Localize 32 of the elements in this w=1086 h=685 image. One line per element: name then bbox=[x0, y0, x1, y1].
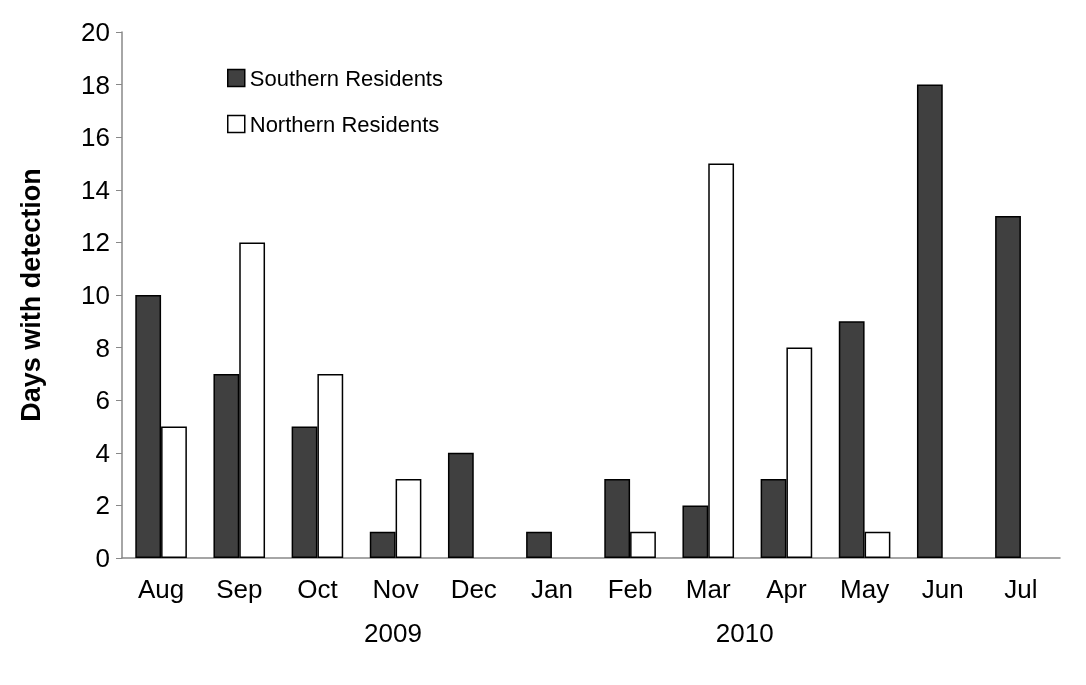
bar bbox=[447, 452, 474, 558]
bar bbox=[526, 531, 552, 558]
y-tick-label: 20 bbox=[81, 17, 110, 47]
bar bbox=[916, 84, 943, 558]
y-tick-label: 18 bbox=[81, 69, 110, 100]
x-tick-label: Jul bbox=[1004, 574, 1038, 604]
y-tick-label: 16 bbox=[81, 122, 110, 153]
y-tick-label: 0 bbox=[95, 543, 110, 573]
y-tick-label: 4 bbox=[95, 437, 110, 468]
bar bbox=[995, 216, 1021, 558]
x-tick-label: Apr bbox=[766, 574, 807, 604]
text: 2009 bbox=[364, 618, 422, 648]
x-tick-label: Dec bbox=[450, 574, 497, 604]
y-axis-title: Days with detection bbox=[15, 168, 46, 422]
x-tick-label: May bbox=[840, 574, 890, 604]
y-tick-label: 12 bbox=[81, 227, 110, 258]
y-tick-label: 8 bbox=[95, 332, 110, 363]
x-tick-label: Oct bbox=[297, 574, 339, 604]
legend-label: Southern Residents bbox=[249, 65, 443, 91]
x-tick-label: Feb bbox=[607, 574, 653, 604]
text: 2010 bbox=[715, 618, 774, 648]
x-tick-label: Jan bbox=[530, 574, 573, 604]
y-tick-label: 2 bbox=[95, 490, 110, 521]
legend-label: Northern Residents bbox=[249, 111, 440, 137]
x-tick-label: Sep bbox=[216, 574, 263, 604]
x-tick-label: Jun bbox=[921, 574, 964, 604]
y-tick-label: 10 bbox=[81, 280, 110, 310]
x-tick-label: Mar bbox=[685, 574, 731, 604]
y-tick-label: 14 bbox=[81, 174, 110, 205]
x-tick-label: Nov bbox=[372, 574, 419, 604]
y-tick-label: 6 bbox=[95, 385, 110, 416]
x-tick-label: Aug bbox=[137, 574, 185, 604]
